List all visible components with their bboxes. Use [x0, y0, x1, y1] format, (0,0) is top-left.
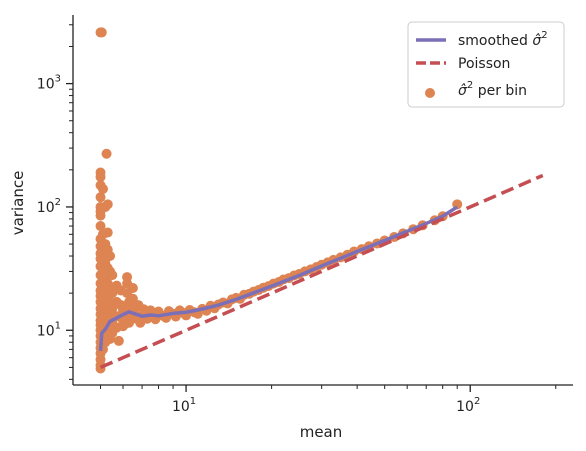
data-point: [105, 251, 116, 262]
data-point: [97, 183, 108, 194]
legend-marker: [425, 88, 435, 98]
data-point: [113, 335, 124, 346]
per-bin-points: [95, 27, 463, 374]
poisson-line: [99, 173, 544, 370]
legend: smoothed σ̂2 Poisson σ̂2 per bin: [407, 21, 565, 108]
data-point: [107, 288, 118, 299]
legend-label: smoothed σ̂2: [458, 30, 548, 49]
legend-label: σ̂2 per bin: [458, 80, 527, 99]
data-point: [101, 148, 112, 159]
legend-label: Poisson: [458, 56, 510, 72]
x-tick-label: 101: [172, 396, 196, 415]
x-axis-label: mean: [300, 423, 343, 441]
data-point: [107, 270, 118, 281]
series-lines: [98, 173, 544, 370]
data-point: [102, 227, 113, 238]
data-point: [95, 171, 106, 182]
y-tick-label: 102: [37, 197, 61, 216]
data-point: [96, 27, 107, 38]
data-point: [102, 199, 113, 210]
smoothed-line: [98, 205, 459, 352]
y-tick-label: 101: [37, 320, 61, 339]
x-tick-label: 102: [456, 396, 480, 415]
axes: 101 102 101 102 103: [37, 15, 573, 415]
data-point: [127, 283, 138, 294]
data-point: [95, 210, 106, 221]
y-axis-label: variance: [9, 171, 27, 236]
legend-box: [407, 21, 565, 108]
data-point: [95, 192, 106, 203]
y-tick-label: 103: [37, 74, 61, 93]
data-point: [95, 221, 106, 232]
